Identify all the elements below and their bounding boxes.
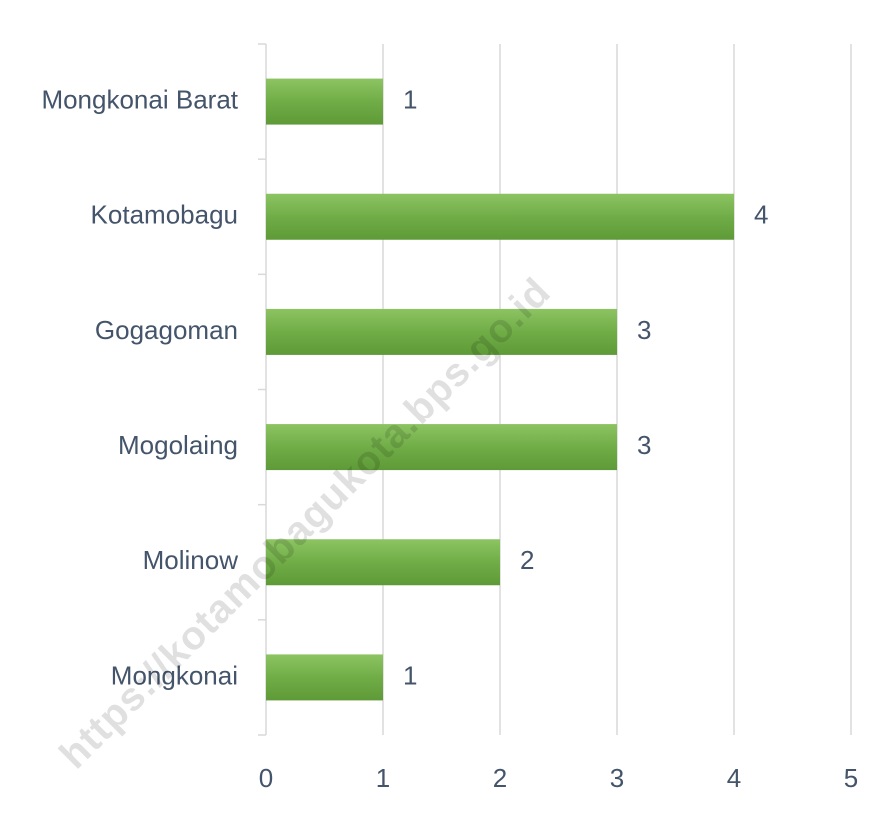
- bar: [266, 539, 500, 586]
- y-tick-label: Mogolaing: [118, 430, 238, 460]
- data-label: 1: [403, 84, 417, 114]
- x-tick-label: 5: [844, 763, 858, 793]
- bar: [266, 424, 617, 471]
- bar: [266, 193, 734, 240]
- y-tick-label: Mongkonai Barat: [41, 84, 238, 114]
- data-label: 3: [637, 315, 651, 345]
- bar: [266, 78, 383, 125]
- x-tick-label: 2: [493, 763, 507, 793]
- bar: [266, 654, 383, 701]
- y-tick-label: Gogagoman: [95, 315, 238, 345]
- data-label: 3: [637, 430, 651, 460]
- x-tick-label: 0: [259, 763, 273, 793]
- y-tick-label: Mongkonai: [111, 660, 238, 690]
- x-tick-label: 4: [727, 763, 741, 793]
- y-tick-label: Kotamobagu: [91, 200, 238, 230]
- bar: [266, 308, 617, 355]
- x-tick-label: 1: [376, 763, 390, 793]
- data-label: 2: [520, 545, 534, 575]
- y-tick-label: Molinow: [143, 545, 239, 575]
- data-label: 4: [754, 200, 768, 230]
- x-tick-label: 3: [610, 763, 624, 793]
- data-label: 1: [403, 660, 417, 690]
